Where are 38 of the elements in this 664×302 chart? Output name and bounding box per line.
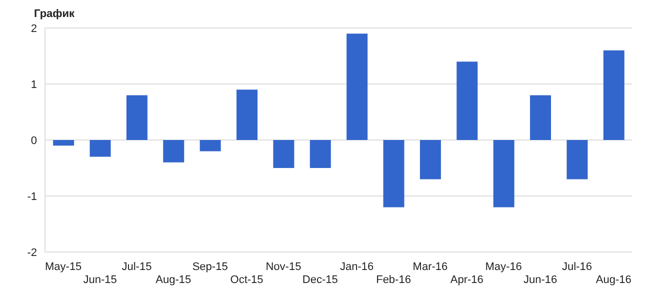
bar [273, 140, 294, 168]
x-tick-label: Aug-16 [596, 274, 632, 286]
y-tick-label: 0 [30, 134, 37, 147]
x-tick-label: Jul-15 [122, 261, 152, 273]
x-tick-label: Feb-16 [376, 274, 411, 286]
bar [90, 140, 111, 157]
bar [493, 140, 514, 208]
x-tick-label: Jun-15 [83, 274, 117, 286]
bar [420, 140, 441, 180]
y-tick-label: 2 [30, 22, 37, 35]
x-tick-label: Mar-16 [412, 261, 448, 273]
x-tick-label: Aug-15 [156, 274, 192, 286]
y-tick-label: 1 [30, 78, 37, 91]
bar [53, 140, 74, 146]
x-tick-label: Jun-16 [523, 274, 558, 286]
bar [346, 34, 368, 140]
bar [530, 95, 552, 140]
bar [236, 90, 258, 140]
x-tick-label: May-16 [485, 261, 522, 273]
bar [163, 140, 184, 162]
bar [383, 140, 404, 208]
x-tick-label: Sep-15 [192, 261, 228, 273]
x-tick-label: Oct-15 [230, 274, 264, 286]
x-tick-label: Jan-16 [340, 261, 374, 273]
y-tick-label: -1 [27, 190, 37, 203]
bar [603, 50, 624, 140]
x-tick-label: Nov-15 [266, 261, 302, 273]
bar [310, 140, 331, 168]
bar [566, 140, 588, 180]
x-tick-label: Apr-16 [450, 274, 484, 286]
y-tick-label: -2 [27, 246, 37, 259]
x-tick-label: May-15 [45, 261, 82, 273]
bar [200, 140, 221, 152]
chart-title: График [34, 8, 75, 20]
x-tick-label: Jul-16 [562, 261, 592, 273]
bar [126, 95, 148, 140]
x-tick-label: Dec-15 [302, 274, 338, 286]
bar [456, 62, 478, 140]
